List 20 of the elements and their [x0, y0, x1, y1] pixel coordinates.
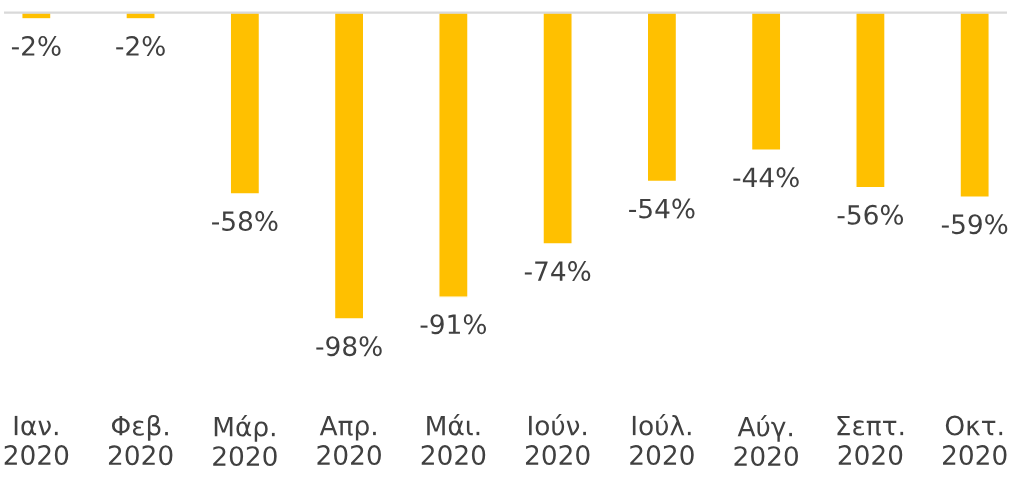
data-label: -59%	[941, 214, 1008, 235]
x-tick-label: Αύγ. 2020	[734, 415, 798, 467]
x-tick-label: Μάι. 2020	[421, 414, 486, 466]
data-label: -58%	[212, 211, 278, 232]
x-tick-label: Φεβ. 2020	[108, 415, 173, 466]
x-tick-label: Ιούλ. 2020	[630, 414, 694, 466]
data-label: -91%	[420, 314, 486, 335]
x-tick-label: Σεπτ. 2020	[837, 415, 904, 466]
data-label: -74%	[524, 261, 591, 282]
data-label: -44%	[733, 167, 799, 188]
x-tick-label: Ιούν. 2020	[525, 414, 590, 466]
x-tick-label: Απρ. 2020	[317, 415, 381, 466]
data-label: -56%	[837, 204, 904, 225]
data-label: -2%	[116, 35, 165, 56]
data-label: -54%	[629, 198, 695, 219]
x-tick-label: Οκτ. 2020	[943, 415, 1007, 466]
data-label: -2%	[11, 35, 61, 56]
data-label: -98%	[316, 336, 382, 357]
x-tick-label: Μάρ. 2020	[213, 415, 277, 467]
x-tick-label: Ιαν. 2020	[4, 415, 69, 466]
